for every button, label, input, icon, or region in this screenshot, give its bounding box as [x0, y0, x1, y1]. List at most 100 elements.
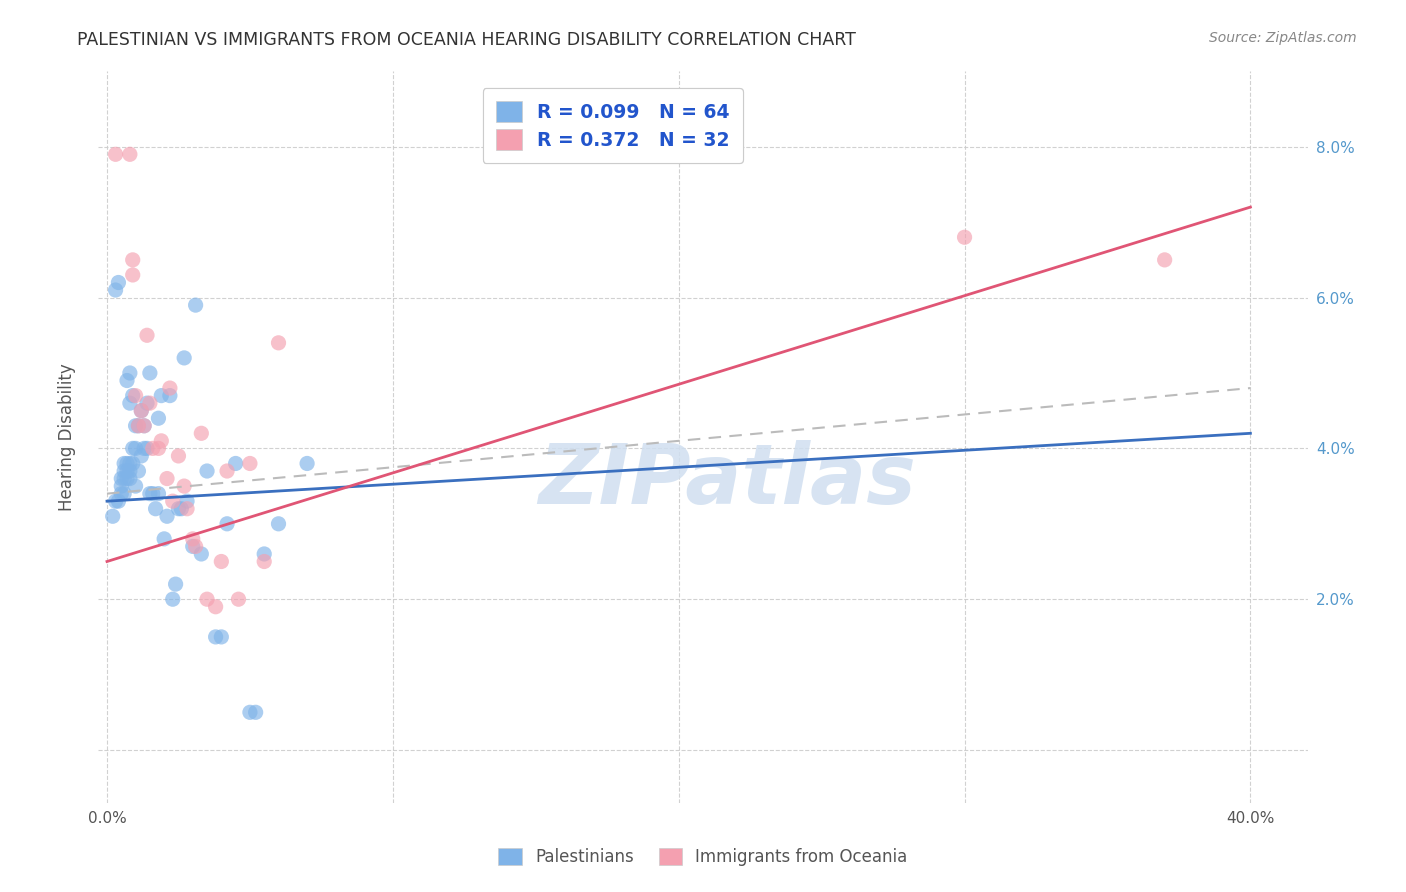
Point	[184, 540, 207, 554]
Legend: Palestinians, Immigrants from Oceania: Palestinians, Immigrants from Oceania	[491, 840, 915, 875]
Point	[115, 464, 138, 478]
Point	[148, 411, 170, 425]
Point	[253, 554, 276, 568]
Point	[139, 486, 162, 500]
Point	[118, 471, 141, 485]
Point	[104, 283, 127, 297]
Point	[142, 486, 165, 500]
Point	[136, 396, 159, 410]
Point	[176, 501, 198, 516]
Point	[167, 501, 190, 516]
Point	[107, 276, 129, 290]
Point	[134, 418, 156, 433]
Point	[139, 366, 162, 380]
Point	[121, 442, 143, 456]
Point	[112, 471, 135, 485]
Point	[153, 532, 176, 546]
Point	[129, 449, 152, 463]
Point	[104, 494, 127, 508]
Point	[127, 418, 149, 433]
Point	[228, 592, 250, 607]
Legend: R = 0.099   N = 64, R = 0.372   N = 32: R = 0.099 N = 64, R = 0.372 N = 32	[482, 88, 742, 163]
Point	[148, 486, 170, 500]
Point	[139, 396, 162, 410]
Point	[209, 630, 232, 644]
Y-axis label: Hearing Disability: Hearing Disability	[58, 363, 76, 511]
Point	[127, 418, 149, 433]
Point	[253, 547, 276, 561]
Point	[121, 252, 143, 267]
Point	[124, 442, 146, 456]
Point	[112, 464, 135, 478]
Point	[115, 471, 138, 485]
Point	[115, 374, 138, 388]
Point	[136, 442, 159, 456]
Point	[195, 464, 218, 478]
Point	[136, 328, 159, 343]
Point	[245, 706, 267, 720]
Point	[953, 230, 976, 244]
Point	[124, 389, 146, 403]
Point	[190, 426, 212, 441]
Text: PALESTINIAN VS IMMIGRANTS FROM OCEANIA HEARING DISABILITY CORRELATION CHART: PALESTINIAN VS IMMIGRANTS FROM OCEANIA H…	[77, 31, 856, 49]
Point	[204, 599, 226, 614]
Point	[215, 464, 238, 478]
Point	[190, 547, 212, 561]
Point	[112, 457, 135, 471]
Point	[162, 494, 184, 508]
Point	[127, 464, 149, 478]
Point	[167, 449, 190, 463]
Point	[124, 418, 146, 433]
Point	[181, 540, 204, 554]
Point	[121, 268, 143, 282]
Point	[181, 532, 204, 546]
Point	[159, 381, 181, 395]
Point	[142, 442, 165, 456]
Point	[239, 706, 262, 720]
Point	[107, 494, 129, 508]
Point	[110, 486, 132, 500]
Point	[101, 509, 124, 524]
Point	[104, 147, 127, 161]
Point	[184, 298, 207, 312]
Point	[129, 403, 152, 417]
Point	[209, 554, 232, 568]
Point	[121, 457, 143, 471]
Point	[156, 471, 179, 485]
Point	[165, 577, 187, 591]
Point	[134, 442, 156, 456]
Point	[148, 442, 170, 456]
Point	[118, 147, 141, 161]
Point	[173, 351, 195, 365]
Point	[267, 516, 290, 531]
Point	[295, 457, 318, 471]
Point	[145, 501, 167, 516]
Point	[204, 630, 226, 644]
Point	[121, 389, 143, 403]
Point	[134, 418, 156, 433]
Point	[118, 396, 141, 410]
Point	[110, 479, 132, 493]
Point	[150, 434, 173, 448]
Point	[1153, 252, 1175, 267]
Point	[118, 366, 141, 380]
Text: ZIPatlas: ZIPatlas	[538, 441, 917, 522]
Point	[115, 457, 138, 471]
Point	[118, 464, 141, 478]
Point	[118, 457, 141, 471]
Point	[112, 486, 135, 500]
Point	[176, 494, 198, 508]
Point	[170, 501, 193, 516]
Point	[239, 457, 262, 471]
Point	[173, 479, 195, 493]
Point	[195, 592, 218, 607]
Point	[129, 403, 152, 417]
Point	[162, 592, 184, 607]
Point	[225, 457, 247, 471]
Point	[110, 471, 132, 485]
Point	[150, 389, 173, 403]
Point	[124, 479, 146, 493]
Point	[215, 516, 238, 531]
Point	[159, 389, 181, 403]
Text: Source: ZipAtlas.com: Source: ZipAtlas.com	[1209, 31, 1357, 45]
